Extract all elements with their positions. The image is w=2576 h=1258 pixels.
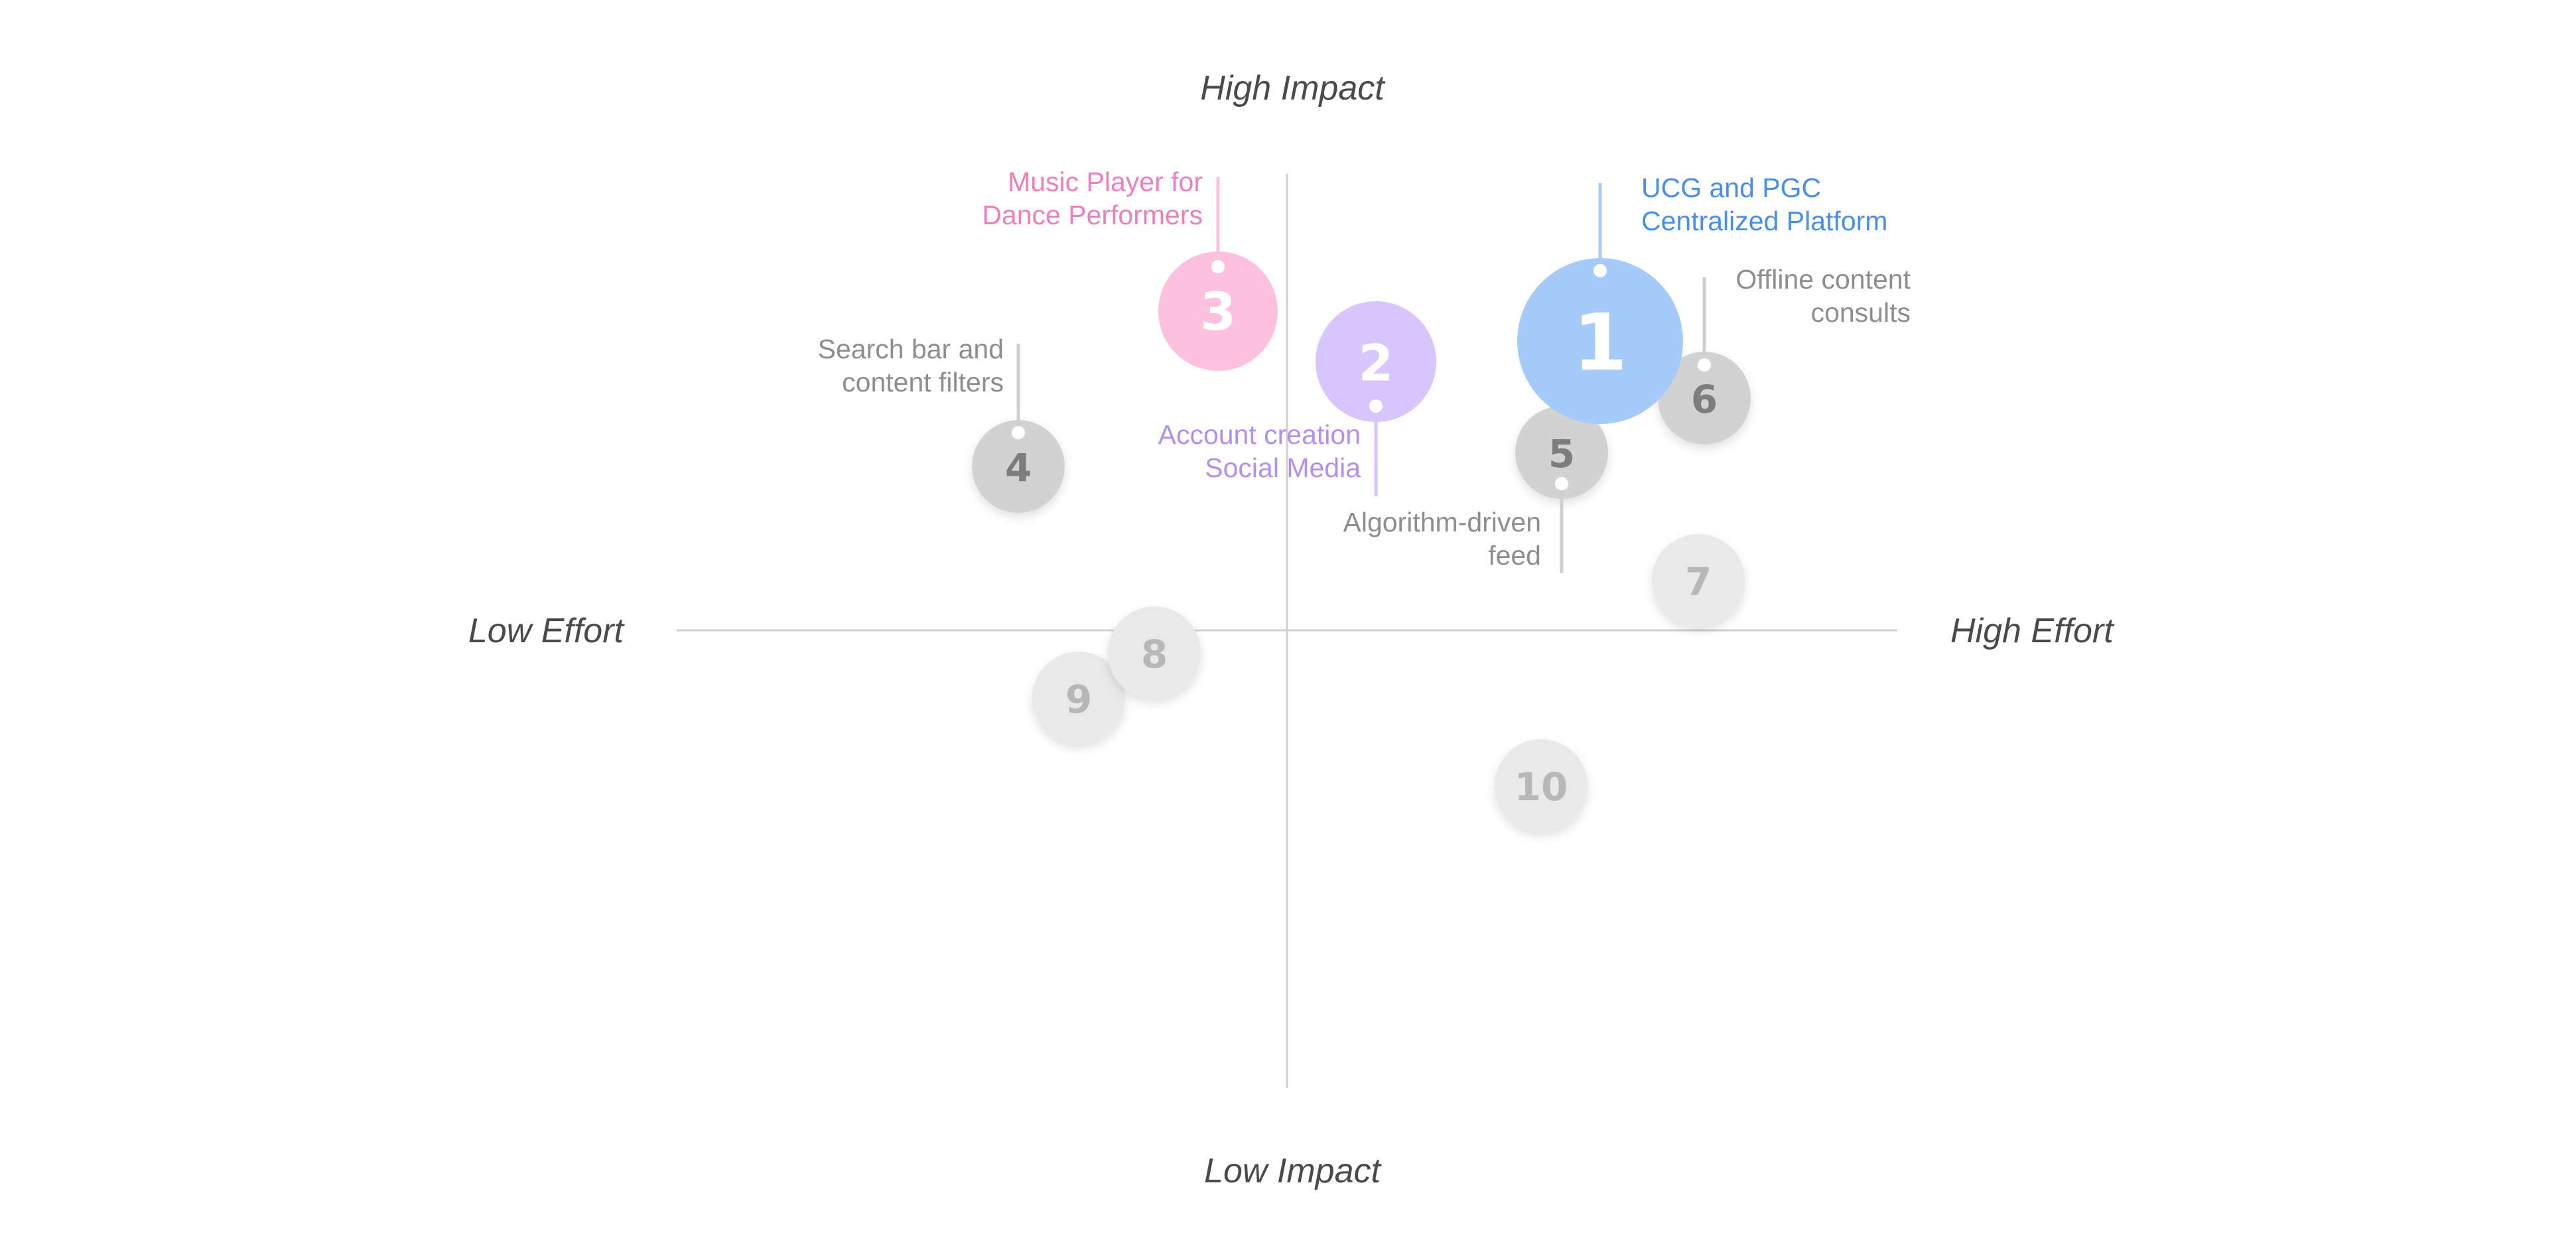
bubble-circle-7 [1652,534,1745,627]
leader-dot-1 [1593,264,1607,277]
bubble-number-1: 1 [1573,297,1627,388]
bubble-circle-5 [1515,406,1608,499]
axis-label-high-effort: High Effort [1950,612,2115,650]
bubble-circle-4 [972,420,1065,513]
leader-dot-5 [1555,477,1568,490]
bubble-circle-3 [1158,251,1278,371]
feature-label-line: Offline content [1735,264,1911,295]
feature-label-line: feed [1488,540,1541,571]
axis-label-low-impact: Low Impact [1204,1152,1382,1190]
feature-label-1: UCG and PGC Centralized Platform [1641,173,1887,236]
axis-label-high-impact: High Impact [1200,69,1386,107]
bubble-number-10: 10 [1515,764,1568,809]
feature-label-line: consults [1811,297,1911,328]
leader-dot-3 [1211,260,1225,273]
bubble-number-5: 5 [1548,431,1575,476]
bubble-number-8: 8 [1141,632,1168,677]
feature-label-4: Search bar and content filters [818,334,1004,397]
bubble-number-9: 9 [1065,677,1092,722]
bubble-circle-9 [1032,652,1125,744]
feature-label-line: Centralized Platform [1641,206,1887,236]
feature-label-line: content filters [842,367,1004,397]
axis-label-low-effort: Low Effort [468,612,626,650]
feature-bubble-6: 6 Offline content consults [1658,264,1911,445]
feature-label-3: Music Player for Dance Performers [982,167,1203,230]
bubble-circle-8 [1108,606,1201,699]
leader-dot-4 [1012,426,1025,439]
feature-bubble-2: 2 Account creation Social Media [1158,301,1436,496]
feature-label-line: Algorithm-driven [1343,507,1542,537]
feature-label-2: Account creation Social Media [1158,419,1361,483]
bubble-circle-10 [1495,739,1588,832]
bubble-circle-6 [1658,352,1751,445]
feature-bubble-10: 10 [1495,739,1588,832]
feature-label-6: Offline content consults [1735,264,1911,328]
leader-dot-2 [1369,399,1383,413]
feature-label-line: Dance Performers [982,200,1203,230]
bubble-number-7: 7 [1685,559,1712,604]
bubble-circle-1 [1517,258,1683,424]
feature-label-line: Search bar and [818,334,1004,364]
feature-bubble-7: 7 [1652,534,1745,627]
feature-label-line: Social Media [1205,453,1361,483]
feature-label-line: UCG and PGC [1641,173,1821,203]
feature-bubble-3: 3 Music Player for Dance Performers [982,167,1278,371]
feature-bubble-9: 9 [1032,652,1125,744]
bubble-number-2: 2 [1359,334,1394,393]
feature-label-5: Algorithm-driven feed [1343,507,1542,571]
leader-dot-6 [1698,358,1711,372]
feature-bubble-8: 8 [1108,606,1201,699]
feature-bubble-4: 4 Search bar and content filters [818,334,1065,513]
feature-label-line: Account creation [1158,419,1361,450]
bubble-number-6: 6 [1691,377,1718,422]
bubble-circle-2 [1316,301,1436,422]
bubble-number-3: 3 [1200,283,1236,342]
feature-label-line: Music Player for [1008,167,1203,197]
bubble-number-4: 4 [1005,445,1032,490]
